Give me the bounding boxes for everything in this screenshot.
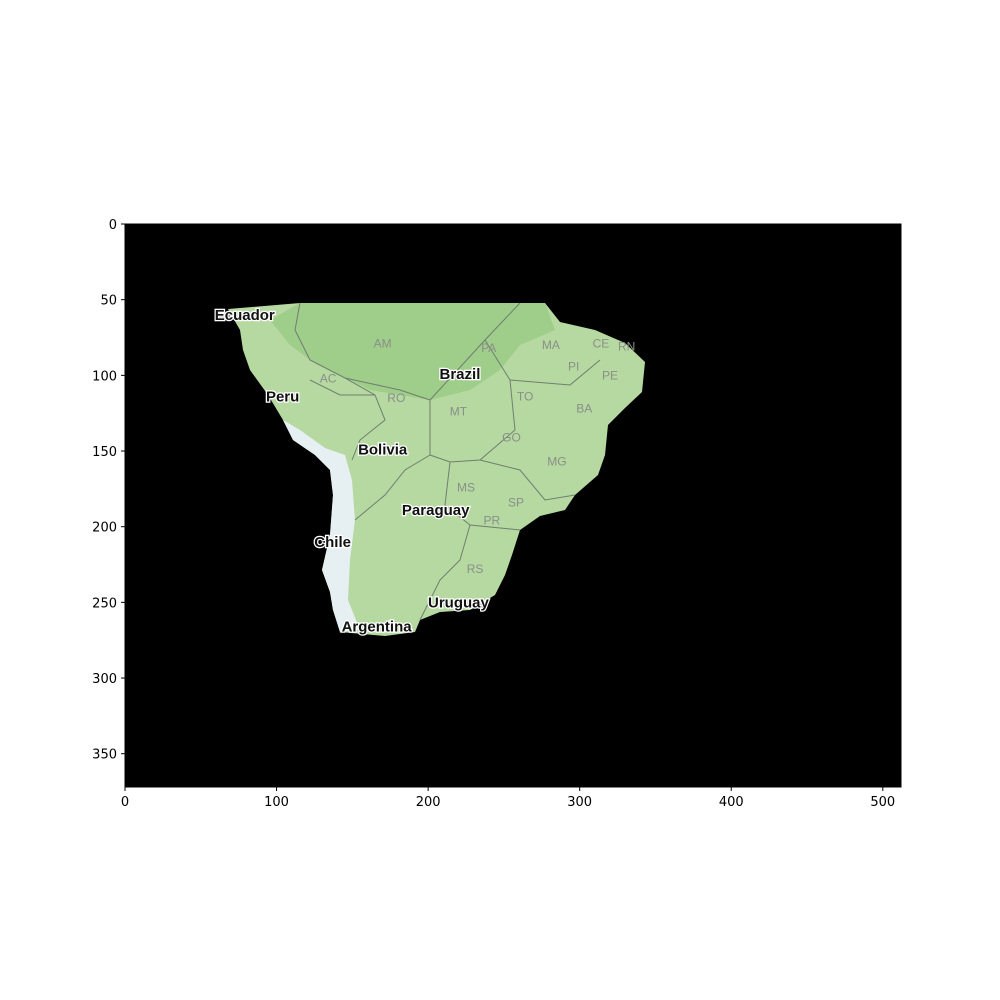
x-tick-label: 200 xyxy=(416,795,441,810)
state-label-ro: RO xyxy=(387,391,405,405)
state-label-ma: MA xyxy=(542,338,560,352)
state-label-to: TO xyxy=(517,390,533,404)
x-tick-label: 500 xyxy=(870,795,895,810)
y-axis: 0 50 100 150 200 250 300 350 xyxy=(92,218,125,763)
state-label-ba: BA xyxy=(576,402,592,416)
state-label-go: GO xyxy=(502,430,521,444)
country-label-ecuador: Ecuador xyxy=(215,307,275,324)
state-label-rn: RN xyxy=(618,340,635,354)
state-label-ce: CE xyxy=(593,337,610,351)
state-label-mg: MG xyxy=(547,455,566,469)
country-label-peru: Peru xyxy=(266,389,299,406)
x-tick-label: 100 xyxy=(264,795,289,810)
x-tick-label: 0 xyxy=(121,795,129,810)
state-labels: AM PA MA CE RN PI PE AC RO TO BA MT GO MG MS SP PR RS xyxy=(320,337,636,577)
state-label-sp: SP xyxy=(508,495,524,509)
amazon-forest xyxy=(270,303,555,400)
y-tick-label: 350 xyxy=(92,748,117,763)
y-tick-label: 300 xyxy=(92,672,117,687)
country-label-paraguay: Paraguay xyxy=(402,502,470,519)
x-tick-label: 400 xyxy=(719,795,744,810)
x-axis: 0 100 200 300 400 500 xyxy=(121,787,895,810)
y-tick-label: 100 xyxy=(92,369,117,384)
y-tick-label: 150 xyxy=(92,445,117,460)
country-labels: Ecuador Peru Brazil Bolivia Paraguay Chile Uru… xyxy=(213,306,490,637)
state-label-pi: PI xyxy=(568,359,579,373)
state-label-ms: MS xyxy=(457,480,475,494)
state-label-pe: PE xyxy=(602,368,618,382)
y-tick-label: 50 xyxy=(100,294,117,309)
y-tick-label: 200 xyxy=(92,521,117,536)
country-label-uruguay: Uruguay xyxy=(428,594,490,611)
country-label-bolivia: Bolivia xyxy=(358,442,408,459)
map-image xyxy=(228,302,645,636)
state-label-mt: MT xyxy=(450,405,468,419)
y-tick-label: 250 xyxy=(92,596,117,611)
country-label-brazil: Brazil xyxy=(440,366,481,383)
andes-region xyxy=(283,420,360,632)
y-tick-label: 0 xyxy=(109,218,117,233)
state-label-rs: RS xyxy=(467,562,484,576)
state-borders xyxy=(294,302,601,621)
country-label-chile: Chile xyxy=(314,534,351,551)
state-label-am: AM xyxy=(374,337,392,351)
state-label-ac: AC xyxy=(320,371,337,385)
axes-frame xyxy=(124,223,902,788)
state-label-pa: PA xyxy=(481,341,496,355)
x-tick-label: 300 xyxy=(567,795,592,810)
country-label-argentina: Argentina xyxy=(342,619,413,636)
state-label-pr: PR xyxy=(483,514,500,528)
